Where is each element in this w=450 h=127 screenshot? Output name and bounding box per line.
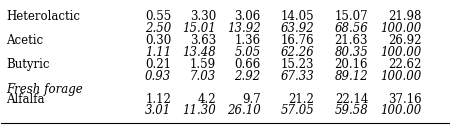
Text: 26.10: 26.10 xyxy=(227,105,261,117)
Text: 11.30: 11.30 xyxy=(182,105,216,117)
Text: 63.92: 63.92 xyxy=(281,22,315,35)
Text: 100.00: 100.00 xyxy=(381,105,422,117)
Text: 22.62: 22.62 xyxy=(388,58,422,72)
Text: 3.01: 3.01 xyxy=(145,105,171,117)
Text: 2.50: 2.50 xyxy=(145,22,171,35)
Text: 80.35: 80.35 xyxy=(334,46,368,59)
Text: 57.05: 57.05 xyxy=(281,105,315,117)
Text: 3.30: 3.30 xyxy=(190,10,216,23)
Text: 13.92: 13.92 xyxy=(227,22,261,35)
Text: 14.05: 14.05 xyxy=(281,10,315,23)
Text: 3.63: 3.63 xyxy=(190,34,216,47)
Text: 20.16: 20.16 xyxy=(335,58,368,72)
Text: 5.05: 5.05 xyxy=(234,46,261,59)
Text: Acetic: Acetic xyxy=(6,34,43,47)
Text: 15.01: 15.01 xyxy=(182,22,216,35)
Text: 4.2: 4.2 xyxy=(198,93,216,106)
Text: 0.55: 0.55 xyxy=(145,10,171,23)
Text: 100.00: 100.00 xyxy=(381,46,422,59)
Text: 1.36: 1.36 xyxy=(234,34,261,47)
Text: 1.11: 1.11 xyxy=(145,46,171,59)
Text: 9.7: 9.7 xyxy=(242,93,261,106)
Text: 1.12: 1.12 xyxy=(145,93,171,106)
Text: 67.33: 67.33 xyxy=(281,70,315,83)
Text: 100.00: 100.00 xyxy=(381,22,422,35)
Text: 15.07: 15.07 xyxy=(334,10,368,23)
Text: 89.12: 89.12 xyxy=(334,70,368,83)
Text: Heterolactic: Heterolactic xyxy=(6,10,80,23)
Text: 3.06: 3.06 xyxy=(234,10,261,23)
Text: 15.23: 15.23 xyxy=(281,58,315,72)
Text: Butyric: Butyric xyxy=(6,58,50,72)
Text: 16.76: 16.76 xyxy=(281,34,315,47)
Text: 59.58: 59.58 xyxy=(334,105,368,117)
Text: 13.48: 13.48 xyxy=(182,46,216,59)
Text: 7.03: 7.03 xyxy=(190,70,216,83)
Text: 26.92: 26.92 xyxy=(388,34,422,47)
Text: 2.92: 2.92 xyxy=(234,70,261,83)
Text: 0.30: 0.30 xyxy=(145,34,171,47)
Text: Alfalfa: Alfalfa xyxy=(6,93,45,106)
Text: 21.63: 21.63 xyxy=(335,34,368,47)
Text: 22.14: 22.14 xyxy=(335,93,368,106)
Text: 1.59: 1.59 xyxy=(190,58,216,72)
Text: 21.98: 21.98 xyxy=(388,10,422,23)
Text: 100.00: 100.00 xyxy=(381,70,422,83)
Text: 0.66: 0.66 xyxy=(234,58,261,72)
Text: 0.21: 0.21 xyxy=(145,58,171,72)
Text: Fresh forage: Fresh forage xyxy=(6,83,83,96)
Text: 37.16: 37.16 xyxy=(388,93,422,106)
Text: 68.56: 68.56 xyxy=(334,22,368,35)
Text: 0.93: 0.93 xyxy=(145,70,171,83)
Text: 21.2: 21.2 xyxy=(288,93,315,106)
Text: 62.26: 62.26 xyxy=(281,46,315,59)
